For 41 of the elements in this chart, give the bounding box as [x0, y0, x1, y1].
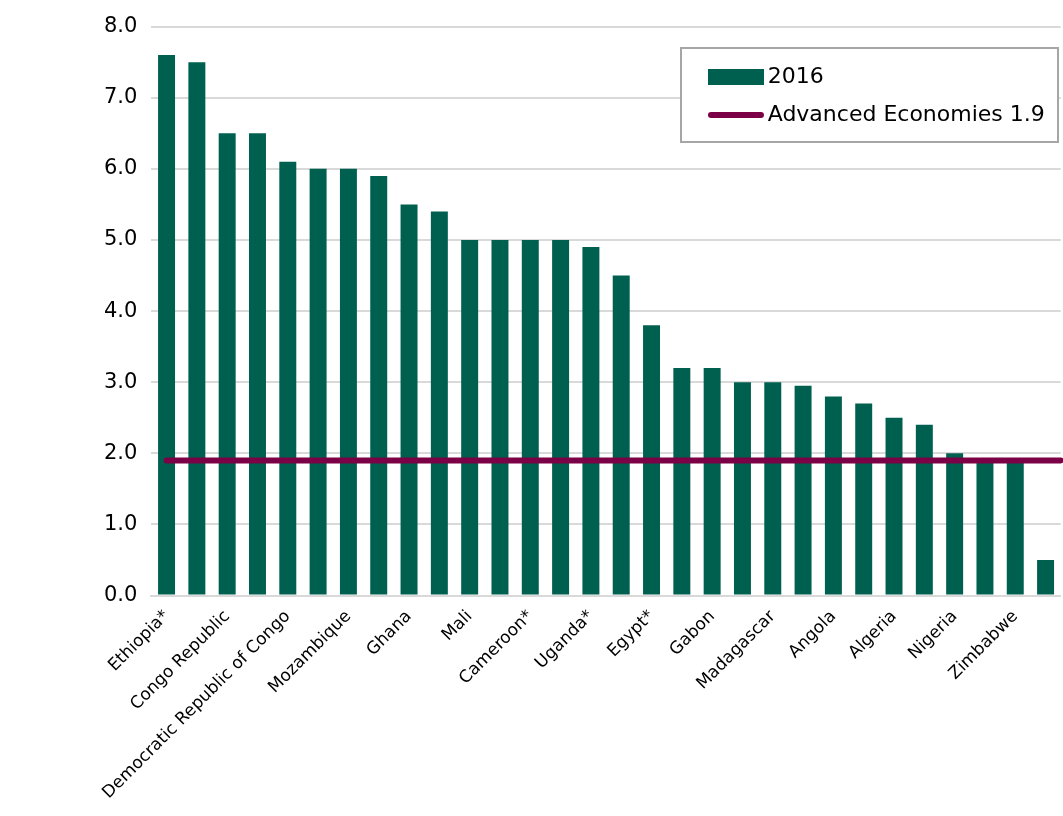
bar: [279, 161, 297, 595]
legend-label: Advanced Economies 1.9: [767, 100, 1045, 126]
bar: [612, 275, 630, 595]
y-tick-label: 1.0: [103, 510, 138, 535]
bar: [855, 403, 873, 595]
bar: [824, 396, 842, 595]
y-tick-label: 2.0: [103, 439, 138, 464]
bar: [1006, 460, 1024, 595]
bar: [218, 133, 236, 595]
bar: [1037, 559, 1055, 595]
y-tick-label: 7.0: [103, 84, 138, 109]
bar: [703, 367, 721, 595]
bar: [521, 239, 539, 595]
bar: [733, 382, 751, 595]
bar: [339, 168, 357, 595]
bar: [885, 417, 903, 595]
bar: [552, 239, 570, 595]
bar: [794, 385, 812, 595]
bar: [491, 239, 509, 595]
bar: [309, 168, 327, 595]
bar: [673, 367, 691, 595]
y-tick-label: 3.0: [103, 368, 138, 393]
bar: [430, 211, 448, 595]
y-tick-label: 5.0: [103, 226, 138, 251]
bar: [370, 175, 388, 595]
y-tick-label: 0.0: [103, 581, 138, 606]
bar: [249, 133, 266, 595]
bar: [976, 460, 994, 595]
y-tick-label: 6.0: [103, 155, 138, 180]
bar: [461, 239, 479, 595]
bar: [764, 382, 782, 595]
bar: [946, 453, 964, 595]
bar: [400, 204, 418, 595]
y-tick-label: 4.0: [103, 297, 138, 322]
bar: [643, 325, 661, 595]
legend-label: 2016: [767, 62, 824, 88]
bar: [158, 55, 176, 595]
bar: [582, 247, 600, 595]
bar: [188, 62, 206, 595]
bar: [915, 424, 933, 595]
y-tick-label: 8.0: [103, 13, 138, 38]
